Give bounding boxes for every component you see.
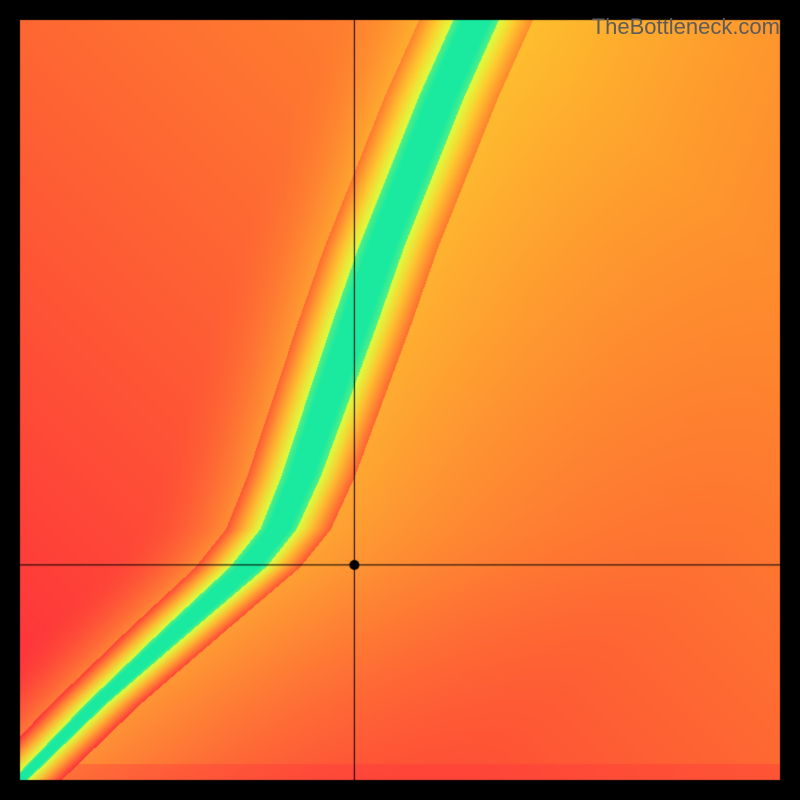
watermark-text: TheBottleneck.com xyxy=(592,14,780,40)
heatmap-plot xyxy=(0,0,800,800)
